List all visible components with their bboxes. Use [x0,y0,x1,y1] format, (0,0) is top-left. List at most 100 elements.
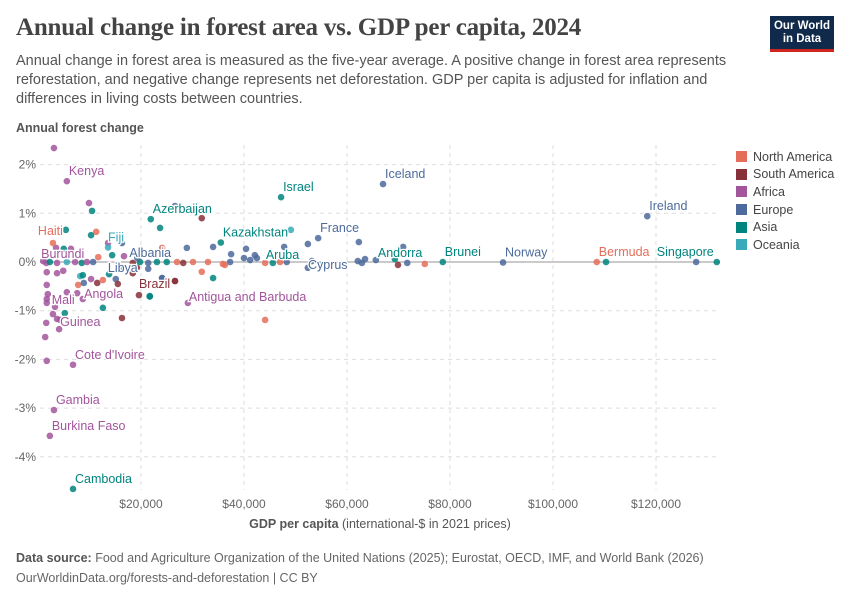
data-point [59,267,67,275]
data-point [246,256,254,264]
data-point [198,268,206,276]
footer: Data source: Food and Agriculture Organi… [16,548,704,588]
data-point [53,259,61,267]
y-tick-label: 2% [19,158,37,172]
data-point [184,299,192,307]
data-point [204,258,212,266]
data-point [439,258,447,266]
data-point [61,309,69,317]
data-point [372,256,380,264]
data-point [79,295,87,303]
data-point [46,432,54,440]
data-point [280,243,288,251]
point-label: Cote d'Ivoire [75,348,145,362]
data-point [50,406,58,414]
data-point [153,258,161,266]
data-point [134,254,141,262]
footer-url[interactable]: OurWorldinData.org/forests-and-deforesta… [16,571,318,585]
data-point [118,239,126,247]
data-point [226,258,234,266]
data-point [147,215,155,223]
y-tick-label: -2% [15,352,37,366]
data-point [304,264,312,272]
data-point [316,261,324,269]
data-point [240,254,248,262]
data-point [87,275,95,283]
point-label: Angola [84,287,123,301]
point-label: Mali [52,293,75,307]
point-label: Singapore [657,245,714,259]
data-point [83,258,91,266]
data-point [189,258,197,266]
data-point [43,357,51,365]
data-point [179,259,187,267]
data-point [49,239,57,247]
point-label: Libya [108,261,138,275]
data-point [63,177,71,185]
data-point [104,244,112,251]
legend-item-africa[interactable]: Africa [736,183,834,201]
y-tick-label: -1% [15,304,37,318]
legend-swatch [736,186,747,198]
data-point [173,258,181,266]
data-point [94,253,102,261]
y-axis-label: Annual forest change [16,121,144,135]
point-label: Norway [505,245,548,259]
data-point [60,245,68,253]
legend-item-oceania[interactable]: Oceania [736,236,834,254]
data-point [692,258,700,266]
data-point [361,255,369,263]
owid-logo[interactable]: Our World in Data [770,16,834,52]
data-point [99,304,107,312]
data-point [53,269,61,277]
legend-swatch [736,151,747,163]
legend-item-north-america[interactable]: North America [736,148,834,166]
data-point [49,310,57,318]
point-label: Haiti [38,224,63,238]
data-point [261,316,269,324]
data-point [80,279,88,287]
data-point [55,325,63,333]
data-point [171,202,179,210]
data-point [198,214,206,222]
legend-label: Asia [753,220,778,235]
data-point [287,226,295,234]
data-point [85,199,93,207]
point-label: Cambodia [75,472,132,486]
legend-swatch [736,168,747,180]
legend-item-asia[interactable]: Asia [736,218,834,236]
data-point [114,280,122,288]
data-point [144,265,152,273]
legend-swatch [736,204,747,216]
point-label: Brazil [139,277,170,291]
data-point [221,261,229,269]
data-point [304,240,312,248]
legend-swatch [736,239,747,251]
point-label: Albania [129,246,171,260]
legend: North America South America Africa Europe As… [736,148,834,254]
data-point [46,258,54,266]
data-point [602,258,610,266]
data-point [283,258,291,266]
legend-swatch [736,221,747,233]
data-point [67,245,75,253]
data-point [129,269,137,277]
data-point [499,259,507,266]
data-point [146,293,154,300]
data-point [71,258,79,266]
data-point [379,180,387,188]
data-point [105,270,113,278]
y-tick-label: -4% [15,450,37,464]
data-point [144,259,152,267]
data-point [120,252,128,260]
x-tick-label: $80,000 [428,497,472,511]
point-label: Ireland [649,199,687,213]
legend-item-south-america[interactable]: South America [736,166,834,184]
legend-item-europe[interactable]: Europe [736,201,834,219]
point-label: Kazakhstan [223,226,288,240]
data-point [276,258,284,266]
data-point [643,212,651,220]
data-point [403,259,411,267]
data-point [171,277,179,285]
